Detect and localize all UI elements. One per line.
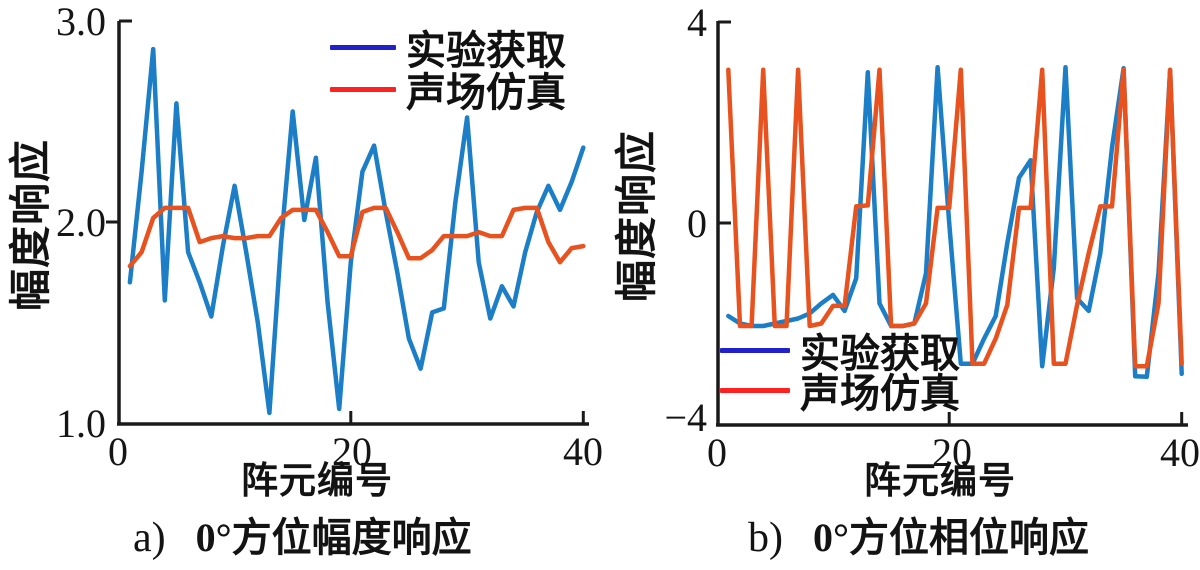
- legend-line-swatch-red: [720, 387, 790, 393]
- chart-b-legend-simulation: 声场仿真: [720, 370, 960, 416]
- chart-b-xtick-20: 20: [932, 430, 972, 475]
- chart-b-panel-letter: b): [748, 515, 783, 561]
- legend-label-simulation: 声场仿真: [800, 371, 960, 416]
- chart-a-x-axis-label: 阵元编号: [241, 461, 393, 502]
- chart-b-legend-experimental: 实验获取: [720, 330, 960, 376]
- chart-b-title: 0°方位相位响应: [813, 515, 1089, 560]
- chart-a-ytick-2.0: 2.0: [56, 200, 106, 245]
- chart-a-panel-letter: a): [133, 515, 166, 561]
- legend-label-experimental: 实验获取: [406, 28, 566, 73]
- chart-b-xtick-0: 0: [707, 430, 727, 475]
- chart-a-ytick-1.0: 1.0: [56, 401, 106, 446]
- legend-label-experimental: 实验获取: [800, 331, 960, 376]
- chart-b-x-axis-label: 阵元编号: [864, 461, 1016, 502]
- series-line-experimental: [127, 46, 586, 416]
- chart-b-ytick-0: 0: [687, 201, 707, 246]
- legend-line-swatch-red: [330, 86, 396, 92]
- chart-b-caption: b) 0°方位相位响应: [748, 516, 1089, 560]
- chart-a-legend-experimental: 实验获取: [330, 27, 566, 73]
- series-line-simulation: [127, 205, 586, 269]
- chart-a-xtick-0: 0: [108, 429, 128, 474]
- chart-b-ytick-neg4: −4: [664, 395, 707, 440]
- chart-a-title: 0°方位幅度响应: [195, 515, 472, 560]
- series-line-simulation: [726, 67, 1184, 369]
- legend-label-simulation: 声场仿真: [406, 70, 566, 115]
- chart-b-ytick-4: 4: [687, 0, 707, 45]
- series-line-experimental: [726, 64, 1184, 380]
- chart-a-xtick-20: 20: [332, 429, 372, 474]
- chart-a-caption: a) 0°方位幅度响应: [133, 516, 472, 560]
- legend-line-swatch-blue: [720, 347, 790, 353]
- chart-a-legend-simulation: 声场仿真: [330, 69, 566, 115]
- chart-b-xtick-40: 40: [1160, 430, 1200, 475]
- legend-line-swatch-blue: [330, 44, 396, 50]
- chart-a-y-axis-label: 幅度响应: [9, 139, 55, 312]
- chart-a-ytick-3.0: 3.0: [56, 0, 106, 44]
- chart-a-xtick-40: 40: [563, 429, 603, 474]
- chart-b-y-axis-label: 幅度响应: [615, 130, 661, 303]
